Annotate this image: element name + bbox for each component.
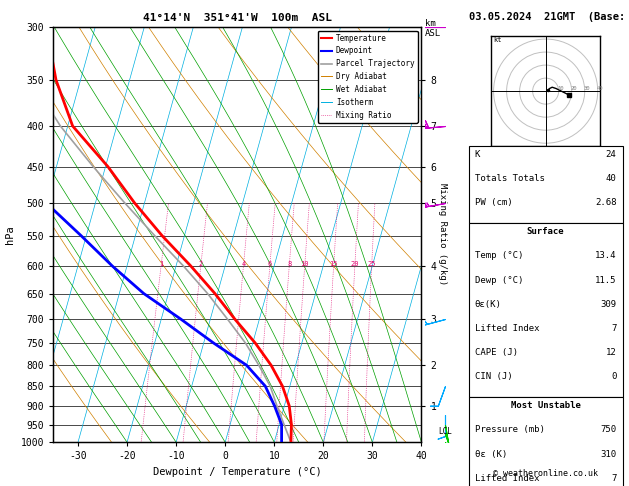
- Text: Temp (°C): Temp (°C): [475, 251, 523, 260]
- Text: 40: 40: [596, 86, 603, 91]
- Legend: Temperature, Dewpoint, Parcel Trajectory, Dry Adiabat, Wet Adiabat, Isotherm, Mi: Temperature, Dewpoint, Parcel Trajectory…: [318, 31, 418, 122]
- Title: 41°14'N  351°41'W  100m  ASL: 41°14'N 351°41'W 100m ASL: [143, 13, 332, 23]
- Text: 15: 15: [330, 260, 338, 266]
- Text: 25: 25: [367, 260, 376, 266]
- Text: 750: 750: [601, 425, 616, 434]
- Bar: [469, 223, 623, 398]
- Bar: [469, 398, 623, 486]
- Text: 10: 10: [301, 260, 309, 266]
- Text: Pressure (mb): Pressure (mb): [475, 425, 545, 434]
- Text: 20: 20: [350, 260, 359, 266]
- Y-axis label: hPa: hPa: [6, 225, 15, 244]
- Text: © weatheronline.co.uk: © weatheronline.co.uk: [493, 469, 598, 478]
- Text: LCL: LCL: [438, 427, 452, 436]
- Text: 6: 6: [268, 260, 272, 266]
- Text: Lifted Index: Lifted Index: [475, 324, 539, 333]
- Text: 1: 1: [159, 260, 163, 266]
- Text: Lifted Index: Lifted Index: [475, 474, 539, 483]
- Text: 8: 8: [287, 260, 291, 266]
- Text: 03.05.2024  21GMT  (Base: 18): 03.05.2024 21GMT (Base: 18): [469, 12, 629, 22]
- Text: 10: 10: [557, 86, 564, 91]
- Text: 20: 20: [571, 86, 577, 91]
- Text: kt: kt: [494, 36, 502, 43]
- Y-axis label: Mixing Ratio (g/kg): Mixing Ratio (g/kg): [438, 183, 447, 286]
- Text: CIN (J): CIN (J): [475, 372, 513, 381]
- Text: 24: 24: [606, 150, 616, 159]
- Text: 7: 7: [611, 474, 616, 483]
- Text: 0: 0: [611, 372, 616, 381]
- Text: K: K: [475, 150, 480, 159]
- Text: 11.5: 11.5: [595, 276, 616, 285]
- Text: 2.68: 2.68: [595, 198, 616, 207]
- Bar: [469, 146, 623, 223]
- Text: CAPE (J): CAPE (J): [475, 348, 518, 357]
- Text: 7: 7: [611, 324, 616, 333]
- Text: 12: 12: [606, 348, 616, 357]
- Text: 40: 40: [606, 174, 616, 183]
- Text: Totals Totals: Totals Totals: [475, 174, 545, 183]
- X-axis label: Dewpoint / Temperature (°C): Dewpoint / Temperature (°C): [153, 467, 322, 477]
- Text: θε(K): θε(K): [475, 300, 502, 309]
- Text: 30: 30: [584, 86, 590, 91]
- Text: θε (K): θε (K): [475, 450, 507, 459]
- Text: km
ASL: km ASL: [425, 19, 441, 38]
- Text: Most Unstable: Most Unstable: [511, 401, 581, 410]
- Text: 13.4: 13.4: [595, 251, 616, 260]
- Text: 4: 4: [242, 260, 245, 266]
- Text: 2: 2: [199, 260, 203, 266]
- Text: PW (cm): PW (cm): [475, 198, 513, 207]
- Text: 309: 309: [601, 300, 616, 309]
- Text: 310: 310: [601, 450, 616, 459]
- Text: Dewp (°C): Dewp (°C): [475, 276, 523, 285]
- Text: Surface: Surface: [527, 227, 564, 236]
